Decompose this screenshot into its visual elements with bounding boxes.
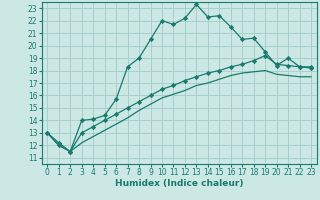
X-axis label: Humidex (Indice chaleur): Humidex (Indice chaleur): [115, 179, 244, 188]
